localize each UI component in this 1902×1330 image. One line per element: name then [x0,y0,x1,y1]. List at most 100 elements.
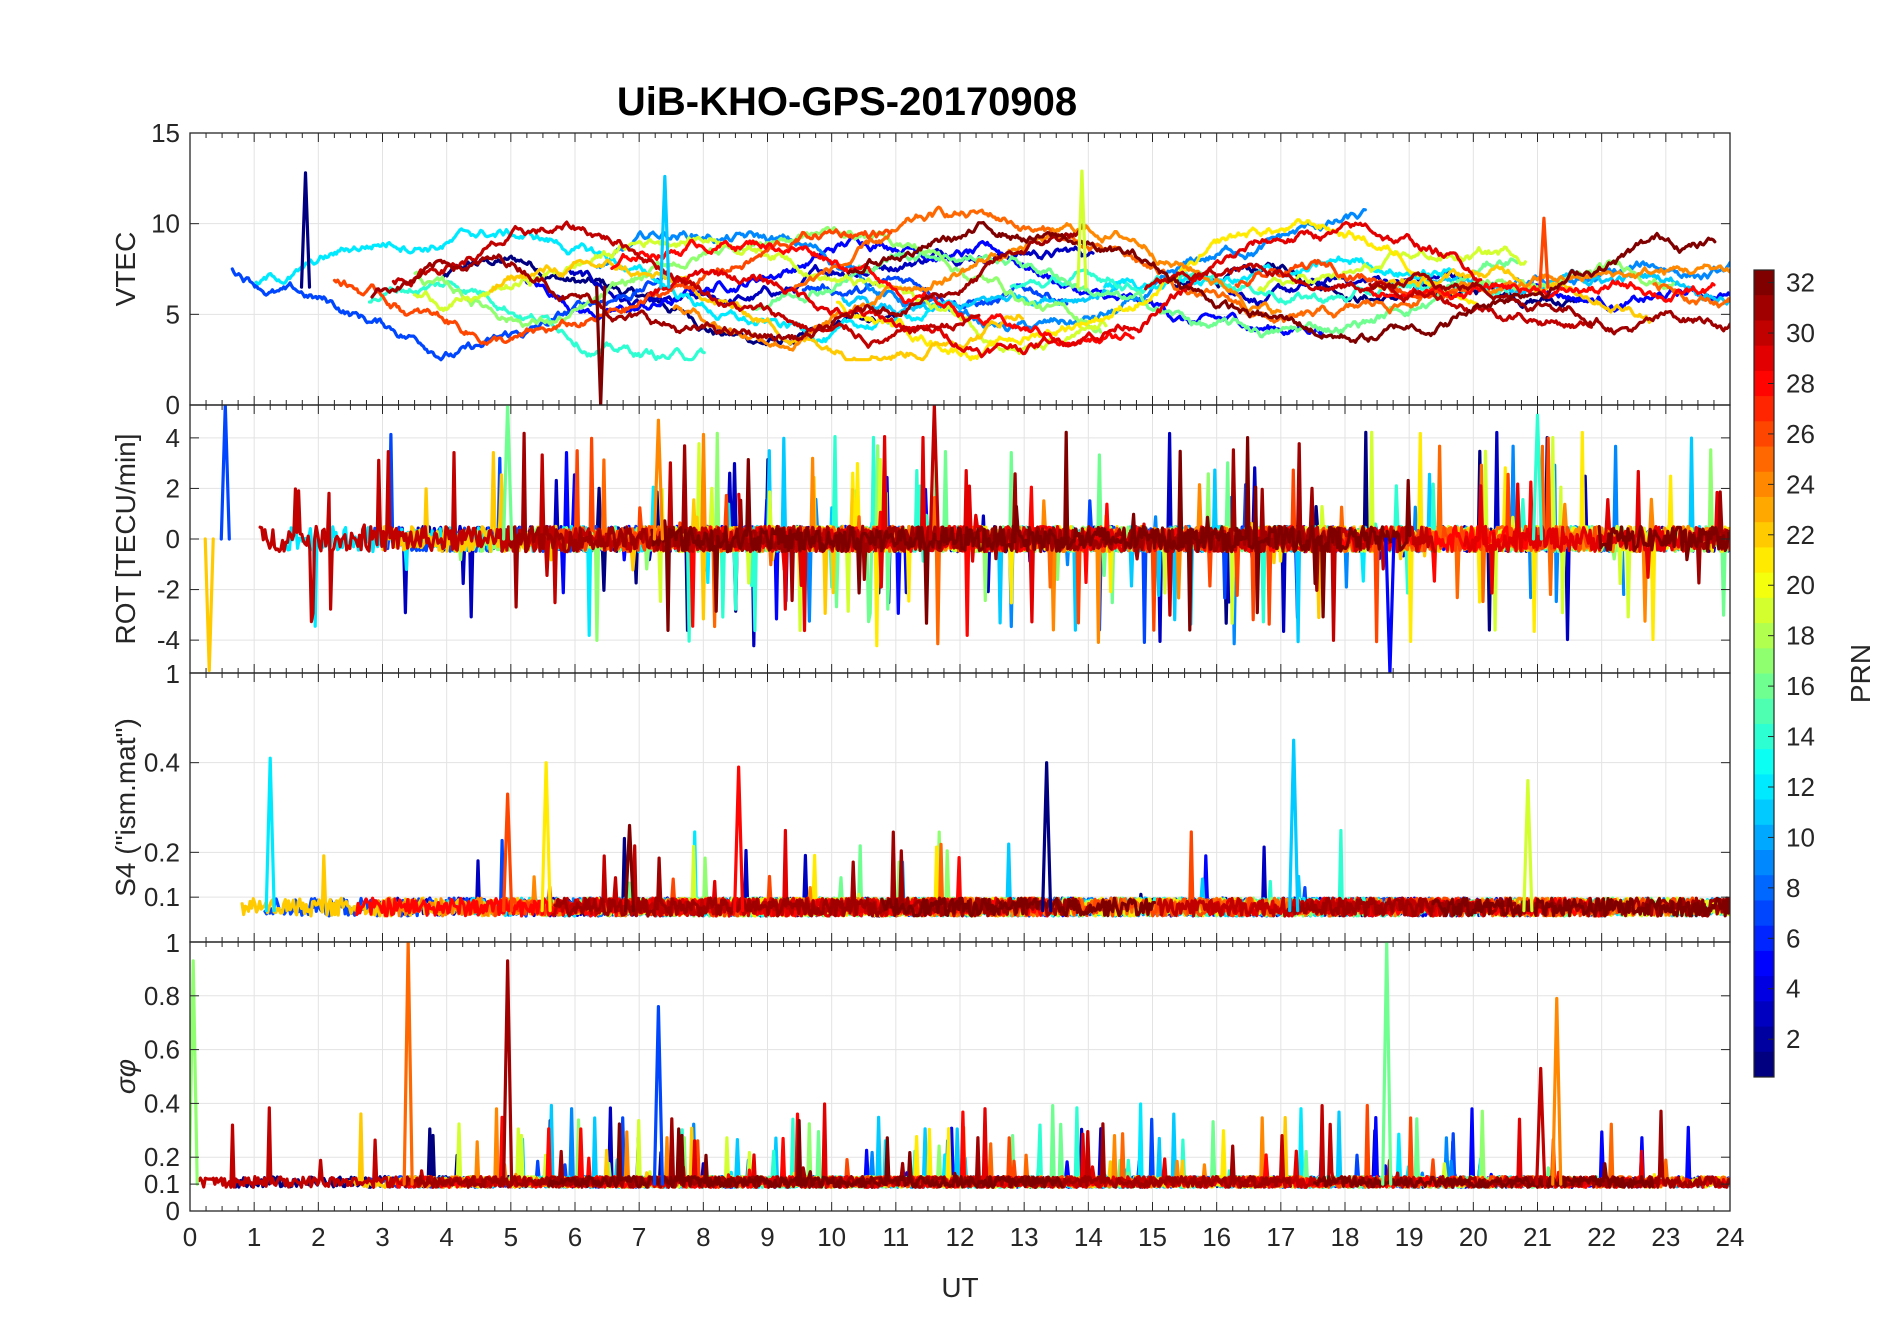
colorbar-step [1754,749,1774,775]
series-line-prn-32 [547,1118,1064,1189]
colorbar-step [1754,698,1774,725]
series-line-prn-31 [404,1117,1293,1189]
series-line-prn-32 [880,896,1157,918]
series-line-prn-25 [792,205,1479,324]
event-spike [1381,942,1393,1186]
x-tick-label: 10 [817,1222,846,1252]
colorbar-step [1754,572,1774,599]
event-spike [1384,537,1396,673]
colorbar-step [1754,950,1774,977]
series-line-prn-30 [391,220,981,349]
y-tick-label: 0.1 [144,882,180,912]
colorbar-step [1754,496,1774,523]
series-line-prn-26 [1234,258,1460,300]
colorbar-step [1754,1001,1774,1028]
event-spike [1522,778,1534,913]
colorbar-step [1754,824,1774,851]
event-spike [652,1004,665,1186]
y-tick-label: 4 [166,423,180,453]
event-spike [928,405,940,541]
x-tick-label: 9 [760,1222,774,1252]
colorbar-step [1754,723,1774,750]
colorbar-step [1754,522,1774,548]
colorbar-step [1754,900,1774,927]
colorbar-tick-label: 6 [1786,923,1800,953]
colorbar-step [1754,396,1774,422]
x-tick-label: 23 [1651,1222,1680,1252]
colorbar-tick-label: 14 [1786,722,1815,752]
top-label-sigma-phi: 1 [166,928,180,958]
colorbar-box [1753,269,1775,1078]
x-tick-label: 2 [311,1222,325,1252]
x-axis-label: UT [941,1272,978,1303]
x-tick-label: 6 [568,1222,582,1252]
event-spike [502,792,514,913]
colorbar-step [1754,1026,1774,1053]
ylabel-sigma-phi: σφ [110,1059,141,1094]
x-tick-label: 0 [183,1222,197,1252]
y-tick-label: 5 [166,299,180,329]
x-tick-label: 18 [1331,1222,1360,1252]
series-line-prn-29 [649,220,1483,359]
y-tick-label: 0.2 [144,837,180,867]
series-line-prn-24 [1458,263,1730,296]
x-tick-label: 7 [632,1222,646,1252]
x-tick-label: 13 [1010,1222,1039,1252]
event-spike [502,959,514,1186]
y-tick-label: 0.1 [144,1169,180,1199]
series-line-prn-21 [835,218,1478,362]
y-tick-label: 0.2 [144,1142,180,1172]
series-line-prn-28 [610,238,1135,348]
top-label-s4: 1 [166,659,180,689]
x-tick-label: 4 [439,1222,453,1252]
series-line-prn-32 [1597,524,1730,562]
x-tick-label: 15 [1138,1222,1167,1252]
x-tick-label: 14 [1074,1222,1103,1252]
colorbar-tick-label: 28 [1786,368,1815,398]
series-line-prn-24 [672,222,1282,352]
colorbar-label: PRN [1845,644,1876,703]
colorbar-step [1754,446,1774,473]
colorbar-step [1754,648,1774,674]
series-group [230,169,1730,405]
event-spike [1041,761,1053,913]
colorbar-step [1754,270,1774,296]
colorbar-tick-label: 4 [1786,974,1800,1004]
colorbar-tick-label: 24 [1786,469,1815,499]
colorbar-step [1754,799,1774,826]
series-line-prn-25 [1652,282,1730,309]
event-spike [540,761,552,913]
panel-rot: ROT [TECU/min] -4 -2 0 2 4 [110,404,1731,674]
colorbar-step [1754,925,1774,952]
colorbar-tick-label: 20 [1786,570,1815,600]
colorbar-step [1754,774,1774,801]
event-spike [652,418,665,541]
colorbar-step [1754,320,1774,347]
series-line-prn-32 [650,430,1412,633]
event-spike [595,285,607,405]
y-tick-label: 0.8 [144,981,180,1011]
x-tick-label: 20 [1459,1222,1488,1252]
x-tick-label: 5 [504,1222,518,1252]
colorbar-step [1754,597,1774,624]
colorbar-step [1754,623,1774,649]
series-line-prn-26 [332,228,893,346]
y-tick-label: -4 [157,625,180,655]
y-tick-label: 0 [166,524,180,554]
colorbar-tick-label: 8 [1786,873,1800,903]
y-tick-label: -2 [157,575,180,605]
y-tick-label: 0.6 [144,1035,180,1065]
series-line-prn-14 [1009,267,1510,306]
colorbar-step [1754,673,1774,700]
x-tick-label: 8 [696,1222,710,1252]
x-tick-label: 22 [1587,1222,1616,1252]
colorbar-step [1754,850,1774,876]
x-tick-label: 21 [1523,1222,1552,1252]
event-spike [659,174,671,289]
event-spike [219,405,231,541]
colorbar-step [1754,295,1774,321]
ylabel-s4: S4 ("ism.mat") [110,718,141,897]
x-tick-label: 11 [882,1222,909,1252]
